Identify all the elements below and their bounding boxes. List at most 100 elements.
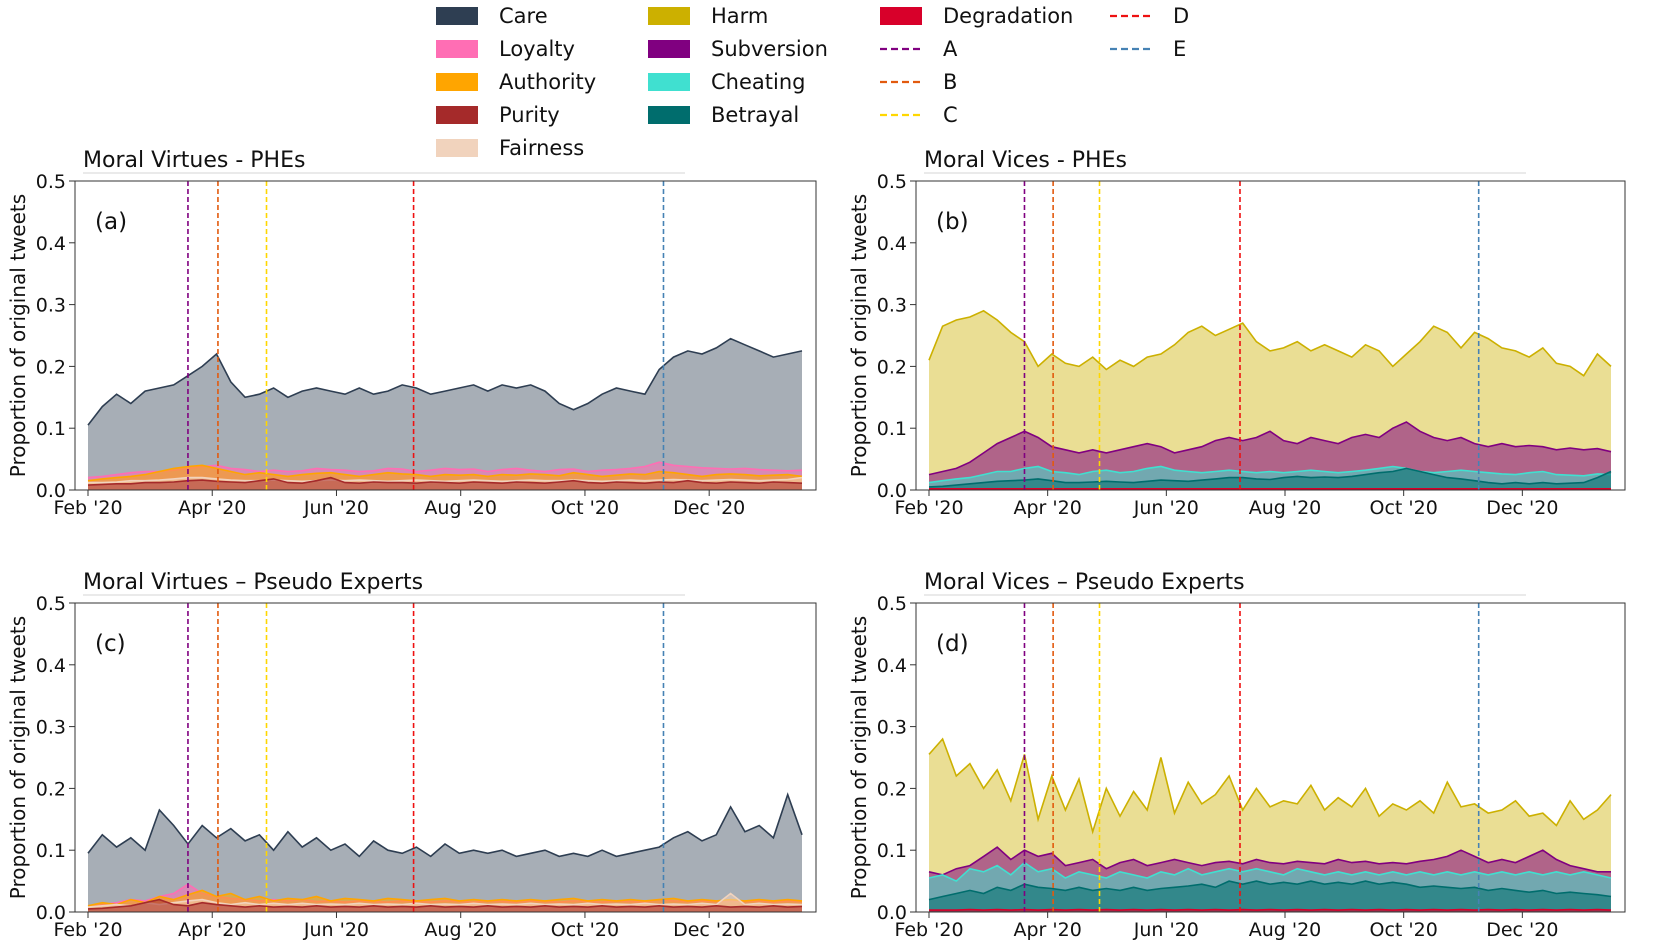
panel-c: Moral Virtues – Pseudo Experts 0.0 0.1 0.2 0… xyxy=(6,570,817,941)
x-tick-label: Dec '20 xyxy=(1486,497,1558,519)
y-tick-label: 0.2 xyxy=(877,356,907,378)
panel-title: Moral Vices – Pseudo Experts xyxy=(924,570,1245,595)
x-tick-label: Oct '20 xyxy=(551,497,619,519)
legend-entry-degradation: Degradation xyxy=(880,4,1073,28)
line-fairness xyxy=(87,892,803,908)
area-care xyxy=(88,794,802,912)
legend-entry-betrayal: Betrayal xyxy=(648,103,799,127)
line-care xyxy=(87,337,803,426)
legend-swatch-purity xyxy=(436,106,478,124)
legend-entry-loyalty: Loyalty xyxy=(436,37,575,61)
line-cheating xyxy=(928,465,1612,484)
y-tick-label: 0.2 xyxy=(36,356,66,378)
x-tick-label: Aug '20 xyxy=(424,497,497,519)
legend-swatch-cheating xyxy=(648,73,690,91)
legend-entry-b: B xyxy=(880,70,957,94)
plot-frame xyxy=(74,602,817,913)
y-tick-label: 0.3 xyxy=(877,295,907,317)
panel-letter: (a) xyxy=(95,209,127,235)
line-betrayal xyxy=(928,467,1612,488)
panel-title: Moral Vices - PHEs xyxy=(924,148,1127,173)
panel-title: Moral Virtues – Pseudo Experts xyxy=(83,570,423,595)
legend-label: A xyxy=(943,37,958,61)
legend-entry-e: E xyxy=(1110,37,1186,61)
legend-entry-d: D xyxy=(1110,4,1189,28)
legend-swatch-fairness xyxy=(436,139,478,157)
line-harm xyxy=(928,737,1612,835)
y-axis-label: Proportion of original tweets xyxy=(847,616,871,899)
y-tick-label: 0.0 xyxy=(877,902,907,924)
line-degradation xyxy=(929,908,1612,911)
x-tick-label: Oct '20 xyxy=(1370,497,1438,519)
x-tick-label: Aug '20 xyxy=(1249,919,1322,941)
legend-entry-authority: Authority xyxy=(436,70,596,94)
line-subversion xyxy=(928,421,1612,476)
y-tick-label: 0.1 xyxy=(877,840,907,862)
panel-title: Moral Virtues - PHEs xyxy=(83,148,305,173)
line-cheating xyxy=(928,861,1612,883)
x-tick-label: Oct '20 xyxy=(1370,919,1438,941)
legend-swatch-loyalty xyxy=(436,40,478,58)
legend-label: B xyxy=(943,70,957,94)
legend-label: Subversion xyxy=(711,37,828,61)
y-tick-label: 0.2 xyxy=(877,778,907,800)
x-tick-label: Dec '20 xyxy=(673,919,745,941)
x-tick-label: Aug '20 xyxy=(424,919,497,941)
legend-entry-purity: Purity xyxy=(436,103,560,127)
plot-frame xyxy=(915,602,1626,913)
legend-label: D xyxy=(1173,4,1189,28)
plot-frame xyxy=(74,180,817,491)
y-tick-label: 0.1 xyxy=(877,418,907,440)
panel-b: Moral Vices - PHEs 0.0 0.1 0.2 0.3 0.4 0.5 Feb … xyxy=(847,148,1626,519)
legend-entry-fairness: Fairness xyxy=(436,136,584,160)
y-tick-label: 0.2 xyxy=(36,778,66,800)
legend-entry-harm: Harm xyxy=(648,4,768,28)
x-tick-label: Apr '20 xyxy=(178,919,246,941)
panel-d: Moral Vices – Pseudo Experts 0.0 0.1 0.2 0.3… xyxy=(847,570,1626,941)
y-tick-label: 0.5 xyxy=(877,593,907,615)
legend-entry-c: C xyxy=(880,103,958,127)
area-betrayal xyxy=(929,881,1611,912)
y-tick-label: 0.5 xyxy=(36,171,66,193)
y-axis-label: Proportion of original tweets xyxy=(6,194,30,477)
line-authority xyxy=(87,464,803,482)
line-care xyxy=(87,792,803,858)
series-care xyxy=(87,792,803,912)
x-tick-label: Apr '20 xyxy=(1014,919,1082,941)
y-tick-label: 0.1 xyxy=(36,418,66,440)
line-purity xyxy=(87,898,803,910)
x-tick-label: Feb '20 xyxy=(894,497,963,519)
y-tick-label: 0.4 xyxy=(36,233,66,255)
legend-label: Loyalty xyxy=(499,37,575,61)
x-tick-label: Dec '20 xyxy=(673,497,745,519)
plot-frame xyxy=(915,180,1626,491)
y-tick-label: 0.1 xyxy=(36,840,66,862)
series-care xyxy=(87,337,803,490)
legend-swatch-subversion xyxy=(648,40,690,58)
line-authority xyxy=(87,889,803,907)
y-axis-label: Proportion of original tweets xyxy=(847,194,871,477)
legend-label: Care xyxy=(499,4,548,28)
y-tick-label: 0.3 xyxy=(36,717,66,739)
legend-label: Betrayal xyxy=(711,103,799,127)
legend-entry-care: Care xyxy=(436,4,548,28)
x-tick-label: Aug '20 xyxy=(1249,497,1322,519)
legend-entry-subversion: Subversion xyxy=(648,37,828,61)
y-tick-label: 0.5 xyxy=(877,171,907,193)
y-tick-label: 0.0 xyxy=(36,480,66,502)
x-tick-label: Feb '20 xyxy=(53,497,122,519)
x-tick-label: Oct '20 xyxy=(551,919,619,941)
series-betrayal xyxy=(928,880,1612,912)
legend-label: C xyxy=(943,103,958,127)
y-tick-label: 0.4 xyxy=(877,655,907,677)
legend-label: Purity xyxy=(499,103,560,127)
line-betrayal xyxy=(928,880,1612,901)
x-tick-label: Jun '20 xyxy=(1133,497,1199,519)
panel-letter: (b) xyxy=(936,209,969,235)
legend: Care Loyalty Authority Purity Fairness Harm Su… xyxy=(436,4,1189,160)
series-betrayal xyxy=(928,467,1612,490)
legend-swatch-harm xyxy=(648,7,690,25)
legend-label: Cheating xyxy=(711,70,805,94)
x-tick-label: Jun '20 xyxy=(303,497,369,519)
legend-swatch-betrayal xyxy=(648,106,690,124)
